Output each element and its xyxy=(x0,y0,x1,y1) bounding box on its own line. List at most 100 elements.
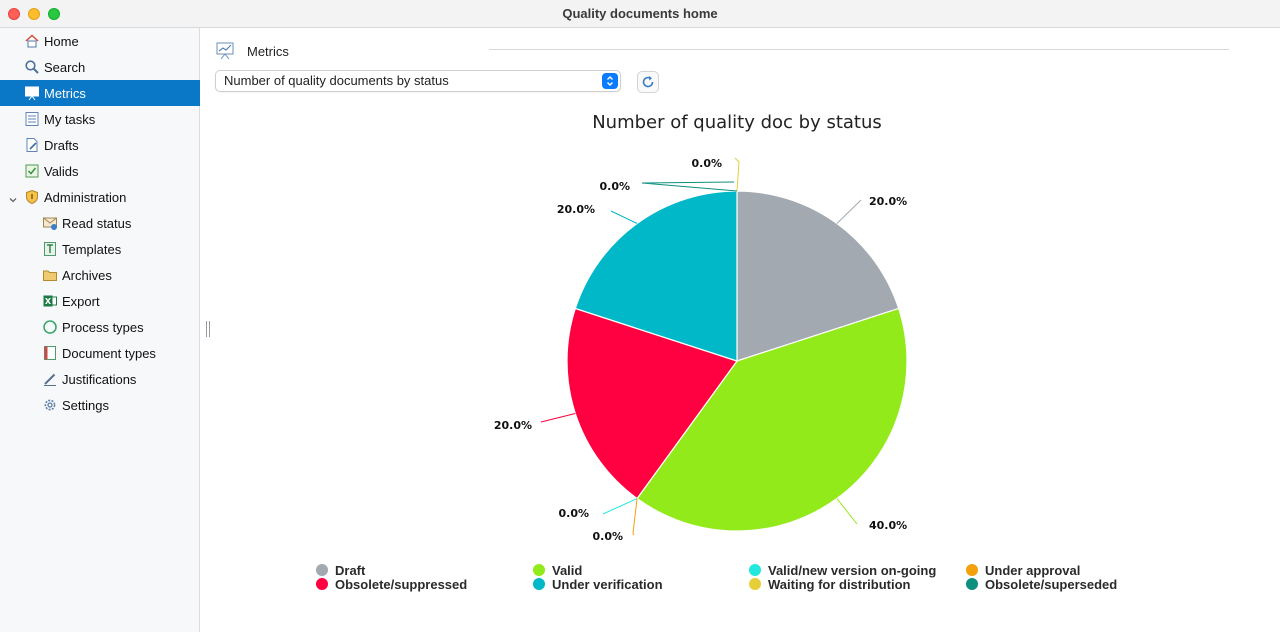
sidebar-item-metrics[interactable]: Metrics xyxy=(0,80,200,106)
read-status-icon xyxy=(42,215,58,231)
pen-icon xyxy=(42,371,58,387)
metrics-icon xyxy=(24,85,40,101)
sidebar-item-read-status[interactable]: Read status xyxy=(0,210,200,236)
section-title: Metrics xyxy=(247,43,289,59)
document-types-icon xyxy=(42,345,58,361)
refresh-icon xyxy=(642,76,654,88)
search-icon xyxy=(24,59,40,75)
leader-line-obsolete-suppressed xyxy=(540,413,576,423)
sidebar-item-label: Home xyxy=(44,33,79,49)
chevron-down-icon[interactable] xyxy=(7,194,19,206)
metrics-icon xyxy=(216,42,234,60)
legend-item-waiting-for-distribution[interactable]: Waiting for distribution xyxy=(749,577,911,592)
legend-label: Obsolete/superseded xyxy=(985,576,1118,592)
title-bar: Quality documents home xyxy=(0,0,1280,28)
sidebar-item-archives[interactable]: Archives xyxy=(0,262,200,288)
legend-item-valid[interactable]: Valid xyxy=(533,562,583,578)
valids-icon xyxy=(24,163,40,179)
sidebar-item-label: Drafts xyxy=(44,137,79,153)
data-label-obsolete-superseded: 0.0% xyxy=(599,180,630,193)
sidebar-item-label: Justifications xyxy=(62,371,137,387)
legend-swatch xyxy=(533,578,545,590)
sidebar-item-label: Export xyxy=(62,293,100,309)
legend-swatch xyxy=(316,564,328,576)
sidebar-item-label: Read status xyxy=(62,215,132,231)
main-panel: Metrics Number of quality documents by s… xyxy=(201,28,1280,632)
close-window-button[interactable] xyxy=(8,8,20,20)
data-label-under-verification: 20.0% xyxy=(557,203,595,216)
sidebar-item-administration[interactable]: Administration xyxy=(0,184,200,210)
gear-icon xyxy=(42,397,58,413)
sidebar-item-label: Templates xyxy=(62,241,122,257)
archives-icon xyxy=(42,267,58,283)
sidebar-item-label: Settings xyxy=(62,397,109,413)
recycle-icon xyxy=(42,319,58,335)
legend-swatch xyxy=(533,564,545,576)
sidebar-item-drafts[interactable]: Drafts xyxy=(0,132,200,158)
legend-label: Valid xyxy=(552,562,583,578)
sidebar-item-label: Archives xyxy=(62,267,112,283)
sidebar-item-label: Document types xyxy=(62,345,156,361)
splitter-handle[interactable] xyxy=(205,321,211,337)
legend-swatch xyxy=(316,578,328,590)
data-label-obsolete-suppressed: 20.0% xyxy=(494,419,532,432)
sidebar-item-document-types[interactable]: Document types xyxy=(0,340,200,366)
sidebar-item-label: Metrics xyxy=(44,85,86,101)
leader-line-under-verification xyxy=(610,210,638,224)
data-label-draft: 20.0% xyxy=(869,195,907,208)
chart-title: Number of quality doc by status xyxy=(592,112,882,133)
leader-line-valid-new-version-on-going xyxy=(602,498,638,515)
excel-icon: X xyxy=(42,293,58,309)
select-arrows-icon xyxy=(602,73,618,89)
sidebar-item-process-types[interactable]: Process types xyxy=(0,314,200,340)
legend-item-valid-new-version-on-going[interactable]: Valid/new version on-going xyxy=(749,562,937,578)
refresh-button[interactable] xyxy=(637,71,659,93)
sidebar-item-settings[interactable]: Settings xyxy=(0,392,200,418)
section-divider xyxy=(489,49,1229,50)
sidebar-item-label: Administration xyxy=(44,189,127,205)
legend-item-under-approval[interactable]: Under approval xyxy=(966,562,1081,578)
legend-label: Obsolete/suppressed xyxy=(335,576,468,592)
sidebar-item-home[interactable]: Home xyxy=(0,28,200,54)
sidebar-item-label: Process types xyxy=(62,319,144,335)
report-select[interactable]: Number of quality documents by status xyxy=(215,70,621,92)
legend-swatch xyxy=(966,564,978,576)
data-label-under-approval: 0.0% xyxy=(592,530,623,543)
sidebar-item-label: My tasks xyxy=(44,111,96,127)
sidebar-item-justifications[interactable]: Justifications xyxy=(0,366,200,392)
leader-line-under-approval xyxy=(632,498,638,536)
report-select-value: Number of quality documents by status xyxy=(224,73,449,88)
legend-item-obsolete-superseded[interactable]: Obsolete/superseded xyxy=(966,576,1118,592)
sidebar-item-export[interactable]: X Export xyxy=(0,288,200,314)
svg-text:X: X xyxy=(45,297,52,306)
sidebar-item-label: Valids xyxy=(44,163,79,179)
leader-line-waiting-for-distribution xyxy=(734,157,740,192)
leader-line-draft xyxy=(836,199,862,224)
home-icon xyxy=(24,33,40,49)
legend-label: Valid/new version on-going xyxy=(768,562,937,578)
legend-item-draft[interactable]: Draft xyxy=(316,562,366,578)
minimize-window-button[interactable] xyxy=(28,8,40,20)
sidebar-item-my-tasks[interactable]: My tasks xyxy=(0,106,200,132)
templates-icon xyxy=(42,241,58,257)
sidebar: Home Search Metrics My tasks Drafts Valids Adm… xyxy=(0,28,200,632)
data-label-waiting-for-distribution: 0.0% xyxy=(691,157,722,170)
chart-legend: Draft Valid Valid/new version on-going Unde… xyxy=(316,563,1216,595)
zoom-window-button[interactable] xyxy=(48,8,60,20)
window-title: Quality documents home xyxy=(562,6,718,21)
legend-swatch xyxy=(749,564,761,576)
legend-label: Under approval xyxy=(985,562,1081,578)
legend-swatch xyxy=(966,578,978,590)
sidebar-item-valids[interactable]: Valids xyxy=(0,158,200,184)
pie-chart: Number of quality doc by status 20.0% 40.… xyxy=(494,112,908,543)
legend-swatch xyxy=(749,578,761,590)
sidebar-item-search[interactable]: Search xyxy=(0,54,200,80)
data-label-valid: 40.0% xyxy=(869,519,907,532)
legend-label: Draft xyxy=(335,562,366,578)
leader-line-valid xyxy=(836,498,858,525)
legend-item-obsolete-suppressed[interactable]: Obsolete/suppressed xyxy=(316,576,468,592)
sidebar-item-templates[interactable]: Templates xyxy=(0,236,200,262)
legend-item-under-verification[interactable]: Under verification xyxy=(533,577,663,592)
data-label-valid-new-version-on-going: 0.0% xyxy=(558,507,589,520)
leader-line-obsolete-superseded xyxy=(641,181,738,192)
